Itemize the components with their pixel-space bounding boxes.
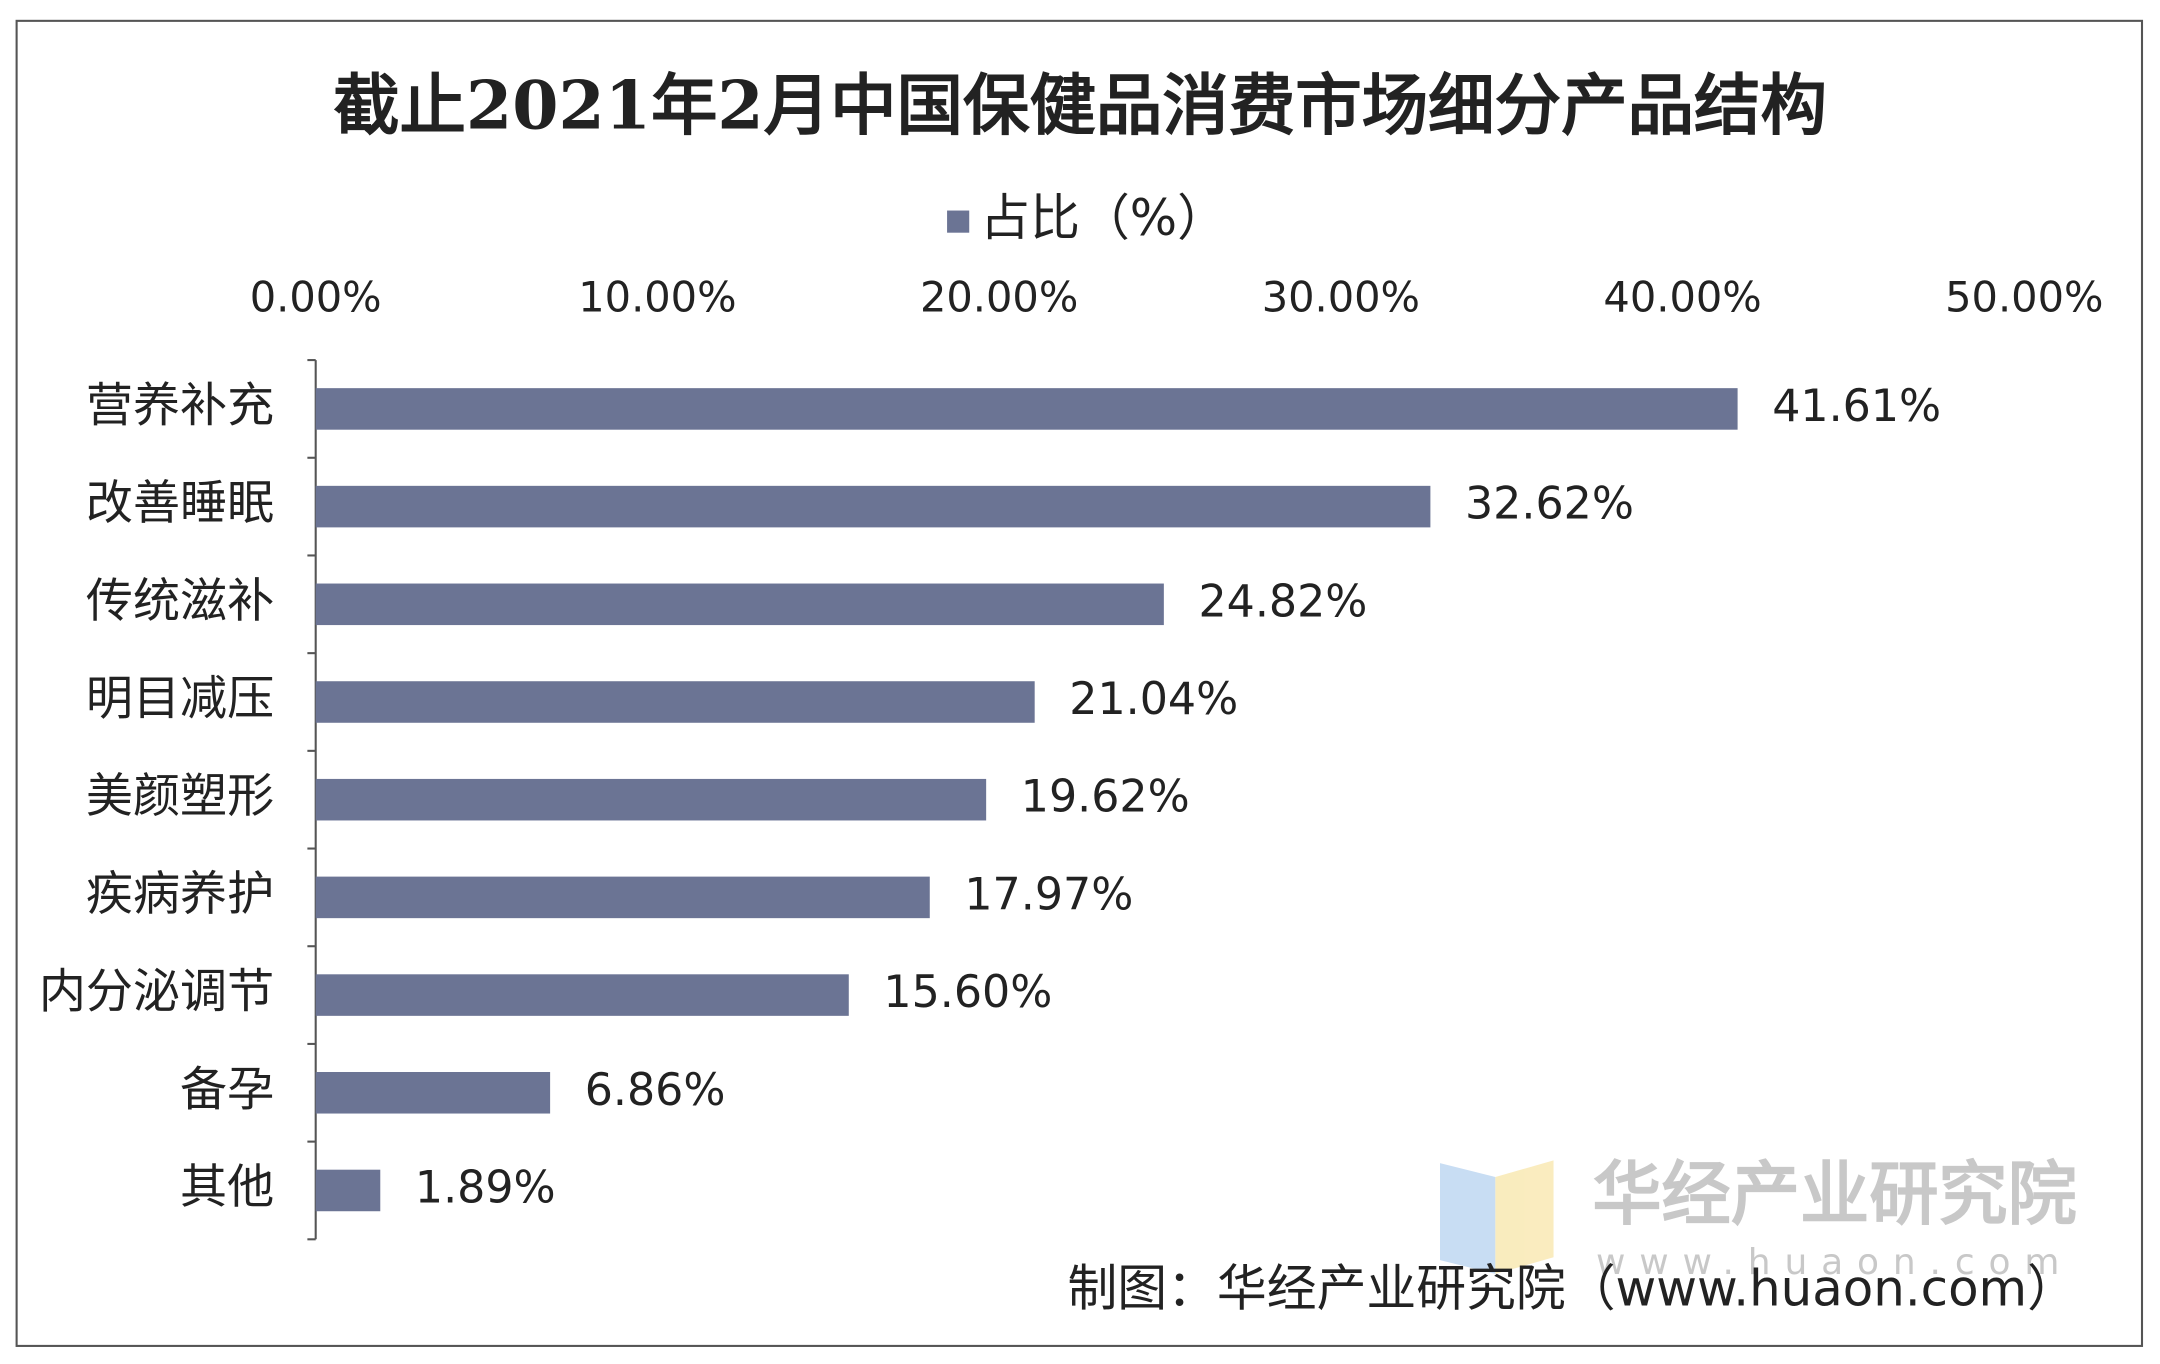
x-tick-label: 20.00% bbox=[920, 273, 1078, 322]
watermark-logo bbox=[1440, 1160, 1554, 1274]
y-tick-label: 改善睡眠 bbox=[86, 476, 274, 531]
x-tick-label: 30.00% bbox=[1262, 273, 1420, 322]
watermark-name: 华经产业研究院 bbox=[1592, 1155, 2077, 1235]
bar bbox=[315, 1072, 551, 1114]
bar bbox=[315, 876, 930, 919]
y-tick-label: 美颜塑形 bbox=[86, 769, 274, 824]
value-label: 1.89% bbox=[415, 1162, 556, 1213]
y-tick-label: 疾病养护 bbox=[86, 867, 274, 922]
y-tick-label: 其他 bbox=[180, 1160, 274, 1215]
x-tick-label: 40.00% bbox=[1603, 273, 1761, 322]
chart-title: 截止2021年2月中国保健品消费市场细分产品结构 bbox=[333, 66, 1827, 144]
value-label: 17.97% bbox=[964, 869, 1133, 920]
value-label: 19.62% bbox=[1021, 772, 1190, 823]
x-tick-label: 10.00% bbox=[578, 273, 736, 322]
watermark-url: www.huaon.com bbox=[1596, 1242, 2073, 1283]
bar bbox=[315, 583, 1164, 626]
value-label: 32.62% bbox=[1465, 479, 1634, 530]
y-tick-label: 备孕 bbox=[180, 1062, 274, 1117]
frame bbox=[15, 19, 2144, 1347]
x-tick-label: 50.00% bbox=[1945, 273, 2103, 322]
x-tick-label: 0.00% bbox=[250, 273, 382, 322]
legend-swatch bbox=[947, 210, 970, 233]
y-tick-label: 营养补充 bbox=[86, 378, 274, 433]
bar bbox=[315, 778, 987, 821]
legend-label: 占比（%） bbox=[980, 189, 1227, 247]
value-label: 21.04% bbox=[1069, 674, 1238, 725]
y-tick-label: 传统滋补 bbox=[86, 574, 274, 629]
value-label: 41.61% bbox=[1772, 381, 1941, 432]
bar bbox=[315, 681, 1035, 723]
bar bbox=[315, 974, 849, 1016]
bar bbox=[315, 388, 1738, 430]
bar bbox=[315, 485, 1431, 528]
value-label: 24.82% bbox=[1198, 576, 1367, 627]
value-label: 15.60% bbox=[883, 967, 1052, 1018]
y-tick-label: 内分泌调节 bbox=[39, 965, 274, 1020]
y-tick-label: 明目减压 bbox=[86, 672, 274, 727]
source-note: 制图：华经产业研究院（www.huaon.com） bbox=[1067, 1259, 2076, 1317]
value-label: 6.86% bbox=[585, 1065, 726, 1116]
bar bbox=[315, 1169, 381, 1212]
